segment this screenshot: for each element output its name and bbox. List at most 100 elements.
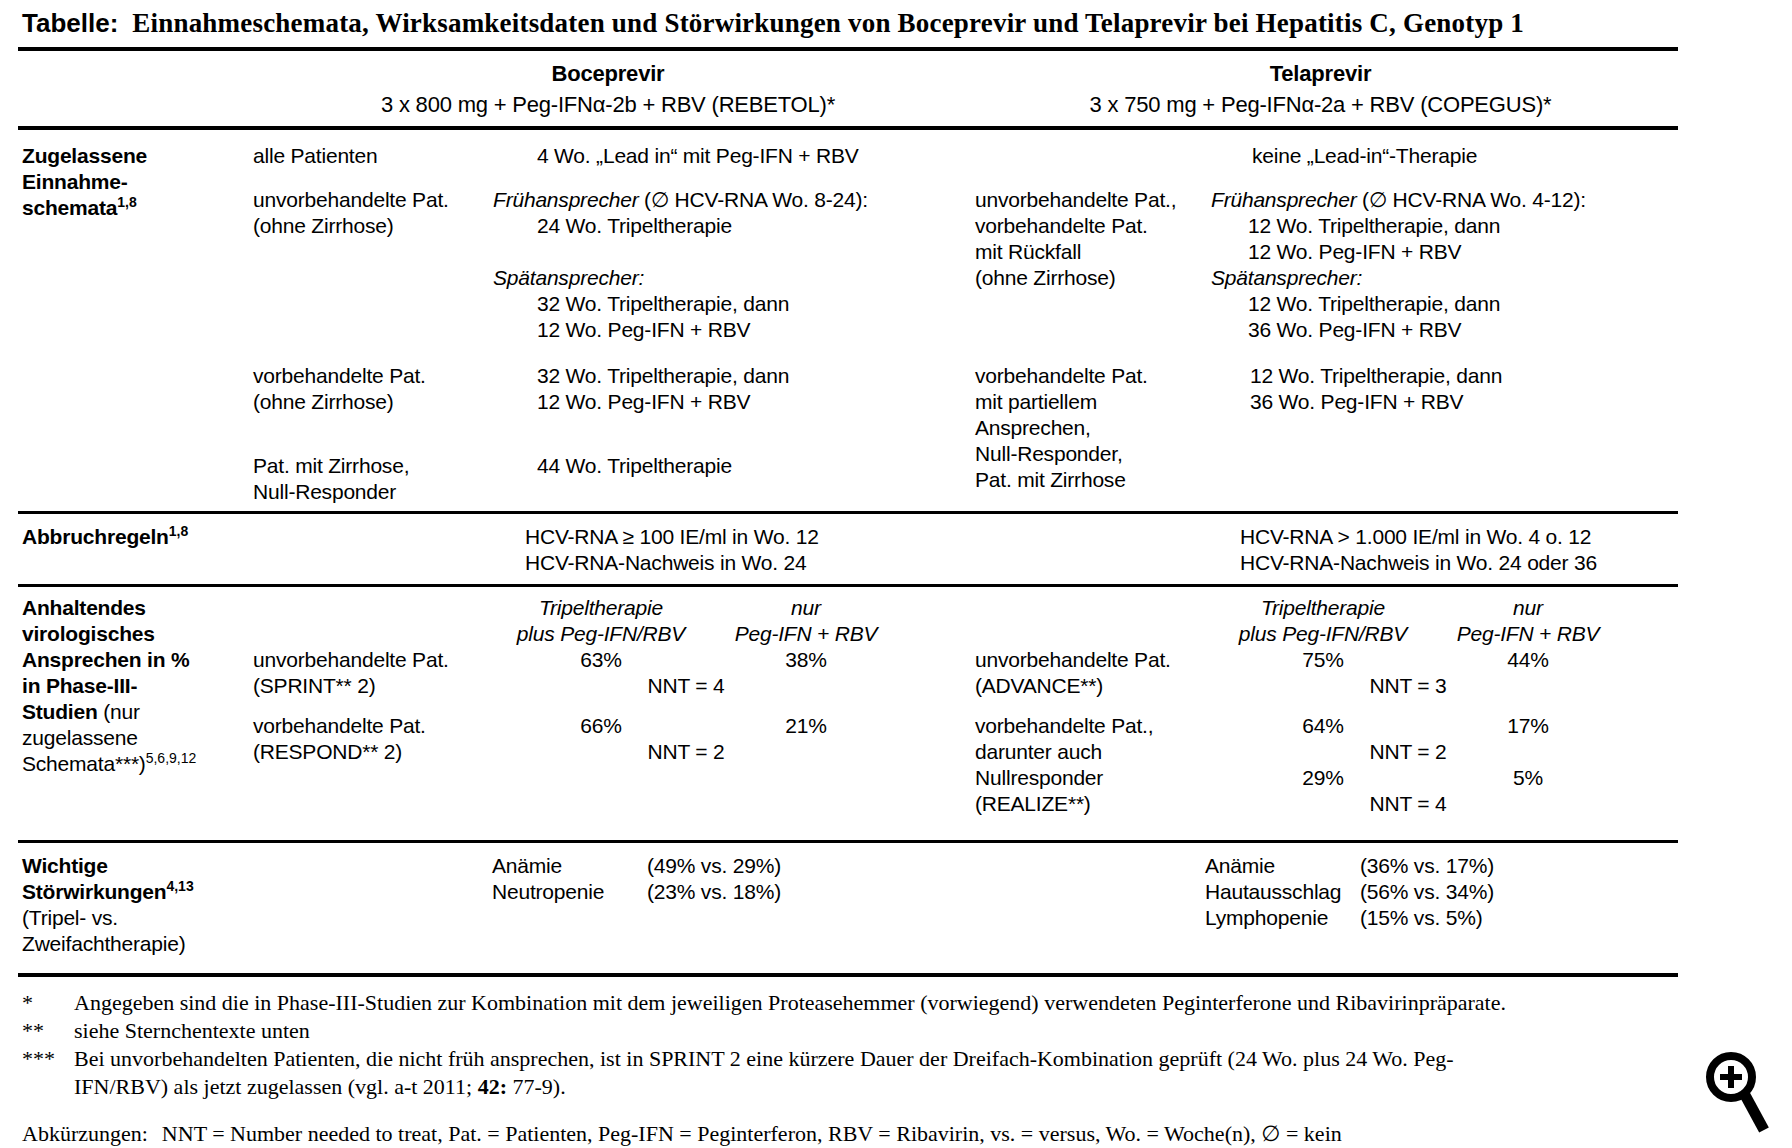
scheme-line: 12 Wo. Peg-IFN + RBV [493,317,963,343]
nnt-value: NNT = 2 [1203,739,1613,765]
scheme-line: 12 Wo. Tripeltherapie, dann [1211,213,1678,239]
label-line: Störwirkungen4,13 [22,879,253,905]
adverse-effect-rates: (36% vs. 17%) [1360,853,1494,879]
label-line: virologisches [22,621,253,647]
cell-tel-scheme-no-lead-in: keine „Lead-in“-Therapie [1203,143,1678,175]
group-line: vorbehandelte Pat. [975,213,1203,239]
column-header-boceprevir: Boceprevir 3 x 800 mg + Peg-IFNα-2b + RB… [253,59,963,126]
study-group: vorbehandelte Pat. [253,713,481,739]
study-group: vorbehandelte Pat., [963,713,1203,739]
svr-row: darunter auch NNT = 2 [963,739,1678,765]
footnote-marker: ** [22,1017,74,1045]
footnote-triple-star: *** Bei unvorbehandelten Patienten, die … [22,1045,1678,1101]
adverse-effect-row: Anämie (36% vs. 17%) [1205,853,1678,879]
label-line: Wichtige [22,853,253,879]
scheme-line: 24 Wo. Tripeltherapie [493,213,963,239]
cell-boc-scheme-pretreated: 32 Wo. Tripeltherapie, dann 12 Wo. Peg-I… [481,363,963,421]
svr-value-dual: 5% [1443,765,1613,791]
cell-tel-scheme-naive: Frühansprecher (∅ HCV-RNA Wo. 4-12): 12 … [1203,187,1678,349]
cell-boc-group-alle-patienten: alle Patienten [253,143,481,175]
study-group: Nullresponder [963,765,1203,791]
group-line: (ohne Zirrhose) [253,213,481,239]
group-line: (ohne Zirrhose) [253,389,481,415]
boceprevir-name: Boceprevir [253,59,963,89]
svr-value-triple: 63% [481,647,721,673]
svr-value-dual: 17% [1443,713,1613,739]
row-label-einnahmeschemata: Zugelassene Einnahme- schemata1,8 [18,143,253,511]
responder-type: Spätansprecher: [493,265,963,291]
svr-row: unvorbehandelte Pat. 63% 38% [253,647,963,673]
study-name: (RESPOND** 2) [253,739,481,765]
footnote-ref: 5,6,9,12 [146,750,197,766]
group-line: mit Rückfall [975,239,1203,265]
label-line: Zweifachtherapie) [22,931,253,957]
cell-boc-group-naive: unvorbehandelte Pat. (ohne Zirrhose) [253,187,481,349]
subcol-header-line: Peg-IFN + RBV [1443,621,1613,647]
footnote-ref: 1,8 [169,523,188,539]
scheme-line: 36 Wo. Peg-IFN + RBV [1211,317,1678,343]
study-group: unvorbehandelte Pat. [253,647,481,673]
scheme-line: Frühansprecher (∅ HCV-RNA Wo. 4-12): [1211,187,1678,213]
table-title: Tabelle: Einnahmeschemata, Wirksamkeitsd… [18,6,1678,51]
zoom-in-button[interactable] [1700,1050,1774,1138]
subcol-header-line: nur [1443,595,1613,621]
rule-line: HCV-RNA-Nachweis in Wo. 24 oder 36 [1240,550,1678,576]
label-line: (Tripel- vs. [22,905,253,931]
cell-tel-scheme-pretreated: 12 Wo. Tripeltherapie, dann 36 Wo. Peg-I… [1203,363,1678,453]
cell-tel-adverse-effects: Anämie (36% vs. 17%) Hautausschlag (56% … [1203,853,1678,973]
scheme-line: 32 Wo. Tripeltherapie, dann [493,291,963,317]
footnote-text: Bei unvorbehandelten Patienten, die nich… [74,1045,1674,1101]
study-group: unvorbehandelte Pat. [963,647,1203,673]
group-line: vorbehandelte Pat. [975,363,1203,389]
row-label-stoerwirkungen: Wichtige Störwirkungen4,13 (Tripel- vs. … [18,853,253,973]
responder-type: Frühansprecher [493,188,638,211]
drug-header-spacer [18,59,253,126]
scheme-line: 32 Wo. Tripeltherapie, dann [537,363,963,389]
label-line: schemata1,8 [22,195,253,221]
subcol-header-line: Tripeltherapie [481,595,721,621]
scheme-line: 12 Wo. Peg-IFN + RBV [1211,239,1678,265]
cell-tel-group-naive-relapse: unvorbehandelte Pat., vorbehandelte Pat.… [963,187,1203,349]
group-line: mit partiellem [975,389,1203,415]
footnote-marker: * [22,989,74,1017]
section-svr: Anhaltendes virologisches Ansprechen in … [18,584,1678,840]
label-text: Schemata***) [22,752,146,775]
subcol-header-dual: nur Peg-IFN + RBV [1443,595,1613,647]
footnote-text-part: 77-9). [507,1074,566,1099]
subcol-header-line: Peg-IFN + RBV [721,621,891,647]
footnote-text-part: IFN/RBV) als jetzt zugelassen (vgl. a-t … [74,1074,478,1099]
cell-tel-abbruchregeln: HCV-RNA > 1.000 IE/ml in Wo. 4 o. 12 HCV… [1203,524,1678,584]
svr-value-dual: 44% [1443,647,1613,673]
telaprevir-name: Telaprevir [963,59,1678,89]
svr-row: vorbehandelte Pat. 66% 21% [253,713,963,739]
svr-row: (REALIZE**) NNT = 4 [963,791,1678,817]
abbreviations-label: Abkürzungen: [22,1121,148,1146]
cell-boc-group-cirrhosis: Pat. mit Zirrhose, Null-Responder [253,453,481,511]
study-group: darunter auch [963,739,1203,765]
nnt-value: NNT = 4 [481,673,891,699]
telaprevir-dose: 3 x 750 mg + Peg-IFNα-2a + RBV (COPEGUS)… [963,89,1678,121]
label-line: Ansprechen in % [22,647,253,673]
adverse-effect-row: Hautausschlag (56% vs. 34%) [1205,879,1678,905]
svr-subhead-tel: Tripeltherapie plus Peg-IFN/RBV nur Peg-… [963,595,1678,647]
subcol-header-triple: Tripeltherapie plus Peg-IFN/RBV [481,595,721,647]
footnote-text-line: Bei unvorbehandelten Patienten, die nich… [74,1045,1674,1073]
footnotes: * Angegeben sind die in Phase-III-Studie… [18,977,1678,1148]
footnote-text: siehe Sternchentexte unten [74,1017,1674,1045]
study-name: (SPRINT** 2) [253,673,481,699]
footnote-text: Angegeben sind die in Phase-III-Studien … [74,989,1674,1017]
svr-value-triple: 75% [1203,647,1443,673]
cell-boc-abbruchregeln: HCV-RNA ≥ 100 IE/ml in Wo. 12 HCV-RNA-Na… [481,524,963,584]
nnt-value: NNT = 4 [1203,791,1613,817]
label-line: Anhaltendes [22,595,253,621]
footnote-ref: 4,13 [166,878,193,894]
subcol-header-line: nur [721,595,891,621]
table-title-prefix: Tabelle: [22,10,118,36]
label-text: schemata [22,196,117,219]
svr-row: Nullresponder 29% 5% [963,765,1678,791]
cell-boc-scheme-naive: Frühansprecher (∅ HCV-RNA Wo. 8-24): 24 … [481,187,963,349]
label-line: Zugelassene [22,143,253,169]
cell-boc-adverse-effects: Anämie (49% vs. 29%) Neutropenie (23% vs… [481,853,963,973]
cell-boc-scheme-cirrhosis: 44 Wo. Tripeltherapie [481,453,963,511]
adverse-effect-name: Anämie [492,853,647,879]
